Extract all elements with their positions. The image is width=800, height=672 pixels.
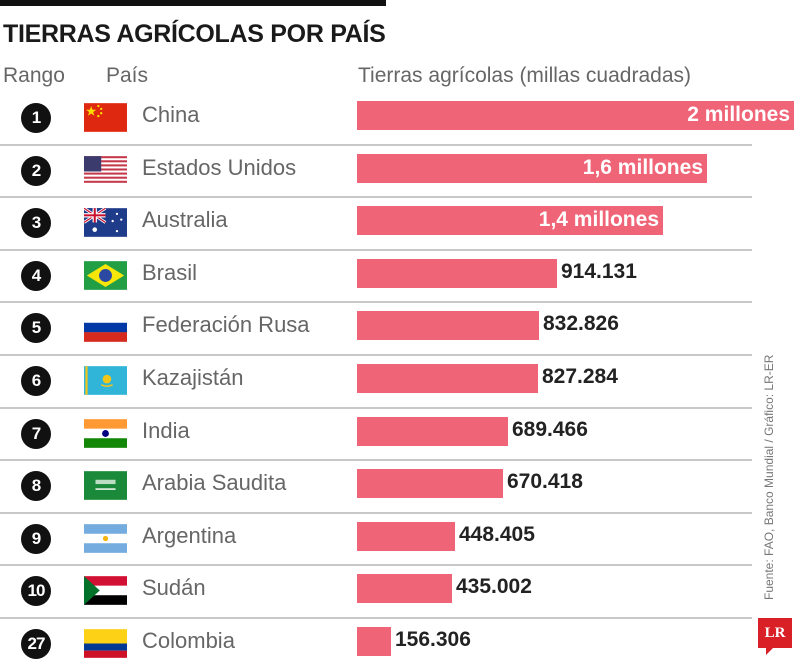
value-bar (357, 521, 455, 551)
sudan-flag-icon (84, 576, 127, 606)
country-name: Brasil (142, 259, 198, 285)
header-rank: Rango (3, 64, 65, 87)
rank-badge: 6 (21, 365, 51, 396)
value-bar (357, 574, 452, 604)
value-bar (357, 363, 538, 393)
rank-badge: 9 (21, 523, 51, 554)
rank-badge: 2 (21, 155, 51, 186)
country-name: India (142, 417, 190, 443)
country-name: Kazajistán (142, 364, 244, 390)
rank-badge: 5 (21, 313, 51, 344)
value-label: 832.826 (543, 312, 619, 336)
table-row: 3 Australia 1,4 millones (0, 198, 752, 251)
table-row: 27 Colombia 156.306 (0, 619, 752, 672)
table-row: 10 Sudán 435.002 (0, 566, 752, 619)
table-row: 9 Argentina 448.405 (0, 514, 752, 567)
value-label: 689.466 (512, 417, 588, 441)
table-row: 2 Estados Unidos 1,6 millones (0, 146, 752, 199)
table-row: 8 Arabia Saudita 670.418 (0, 461, 752, 514)
value-bar: 1,4 millones (357, 206, 663, 236)
rank-badge: 3 (21, 208, 51, 239)
value-label: 2 millones (687, 103, 790, 126)
colombia-flag-icon (84, 629, 127, 658)
value-bar (357, 258, 557, 288)
value-label: 670.418 (507, 470, 583, 494)
kazakhstan-flag-icon (84, 366, 127, 395)
top-rule (0, 0, 386, 6)
lr-logo-icon: LR (758, 618, 792, 655)
rank-badge: 27 (21, 628, 51, 659)
value-label: 448.405 (459, 522, 535, 546)
source-note: Fuente: FAO, Banco Mundial / Gráfico: LR… (762, 354, 776, 600)
value-bar: 2 millones (357, 101, 794, 130)
rank-badge: 4 (21, 260, 51, 291)
usa-flag-icon (84, 155, 127, 185)
australia-flag-icon (84, 208, 127, 238)
header-country: País (106, 64, 149, 87)
value-label: 435.002 (456, 575, 532, 599)
value-bar (357, 626, 391, 656)
table-row: 1 China 2 millones (0, 93, 794, 146)
value-label: 827.284 (542, 364, 618, 388)
value-bar (357, 469, 503, 499)
table-row: 4 Brasil 914.131 (0, 251, 752, 304)
russia-flag-icon (84, 313, 127, 343)
value-bar: 1,6 millones (357, 153, 707, 183)
value-bar (357, 416, 508, 446)
country-name: Colombia (142, 627, 235, 653)
table-row: 5 Federación Rusa 832.826 (0, 303, 752, 356)
saudi-arabia-flag-icon (84, 471, 127, 500)
country-name: Estados Unidos (142, 154, 297, 180)
argentina-flag-icon (84, 523, 127, 553)
value-bar (357, 311, 539, 341)
table-row: 6 Kazajistán 827.284 (0, 356, 752, 409)
country-name: Sudán (142, 575, 206, 601)
value-label: 1,4 millones (538, 208, 659, 232)
brazil-flag-icon (84, 260, 127, 290)
header-value: Tierras agrícolas (millas cuadradas) (358, 64, 691, 87)
table-row: 7 India 689.466 (0, 409, 752, 462)
china-flag-icon (84, 103, 127, 132)
ranking-table: 1 China 2 millones 2 Estados Unidos 1,6 millo… (0, 93, 794, 672)
rank-badge: 7 (21, 418, 51, 449)
rank-badge: 8 (21, 471, 51, 502)
value-label: 914.131 (561, 259, 637, 283)
value-label: 1,6 millones (582, 155, 703, 179)
rank-badge: 10 (21, 576, 51, 607)
country-name: Federación Rusa (142, 312, 310, 338)
chart-title: TIERRAS AGRÍCOLAS POR PAÍS (3, 20, 386, 48)
country-name: Argentina (142, 522, 237, 548)
value-label: 156.306 (395, 627, 471, 651)
country-name: Arabia Saudita (142, 470, 287, 496)
rank-badge: 1 (21, 103, 51, 133)
country-name: Australia (142, 207, 228, 233)
country-name: China (142, 102, 200, 127)
india-flag-icon (84, 418, 127, 448)
